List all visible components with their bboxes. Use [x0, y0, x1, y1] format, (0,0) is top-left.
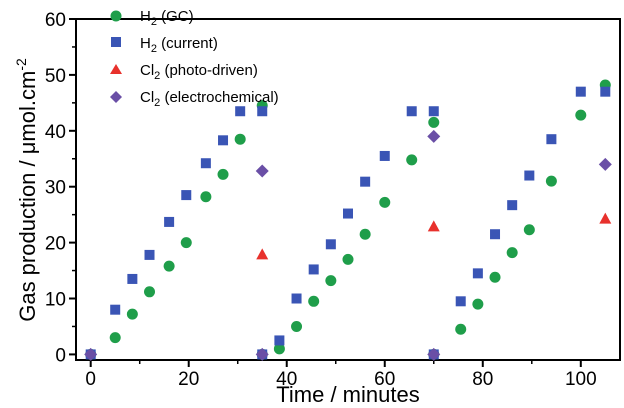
legend-label-h2-current: H2 (current)	[140, 35, 218, 55]
x-tick-label: 40	[276, 369, 297, 390]
data-point-triangle	[599, 212, 612, 224]
data-point-square	[218, 135, 229, 146]
data-point-circle	[200, 191, 212, 203]
legend-item-cl2-photo: Cl2 (photo-driven)	[110, 62, 258, 82]
legend-marker-circle	[110, 10, 122, 22]
data-point-square	[575, 86, 586, 97]
data-point-square	[507, 200, 518, 211]
legend-marker-diamond	[110, 91, 122, 103]
data-point-diamond	[84, 347, 98, 361]
legend-label-cl2-electro: Cl2 (electrochemical)	[140, 89, 279, 109]
data-point-square	[144, 249, 155, 260]
data-point-square	[379, 150, 390, 161]
data-point-circle	[163, 260, 175, 272]
x-tick-label: 60	[374, 369, 395, 390]
y-tick-label: 50	[45, 66, 66, 87]
data-point-diamond	[427, 129, 441, 143]
data-marks	[84, 79, 612, 361]
data-point-square	[490, 229, 501, 240]
legend: H2 (GC) H2 (current) Cl2 (photo-driven) …	[110, 8, 279, 109]
y-tick-label: 20	[45, 234, 66, 255]
y-tick-label: 30	[45, 178, 66, 199]
data-point-circle	[109, 332, 121, 344]
legend-label-cl2-photo: Cl2 (photo-driven)	[140, 62, 258, 82]
data-point-circle	[406, 154, 418, 166]
data-point-square	[406, 106, 417, 117]
y-tick-label: 10	[45, 290, 66, 311]
data-point-square	[110, 304, 121, 315]
legend-item-h2-current: H2 (current)	[111, 35, 218, 55]
data-point-triangle	[256, 248, 269, 260]
data-point-circle	[545, 175, 557, 187]
axis-ticks: 0 20 40 60 80 100 0 10 20 30 40 50 60	[45, 10, 597, 390]
plot-frame	[75, 18, 621, 361]
data-point-circle	[234, 133, 246, 145]
data-point-square	[235, 106, 246, 117]
y-tick-label: 60	[45, 10, 66, 31]
data-point-square	[455, 296, 466, 307]
legend-marker-triangle	[110, 64, 122, 74]
data-point-diamond	[255, 164, 269, 178]
legend-marker-square	[111, 37, 121, 47]
data-point-circle	[428, 116, 440, 128]
y-tick-label: 40	[45, 122, 66, 143]
data-point-square	[428, 106, 439, 117]
data-point-diamond	[255, 347, 269, 361]
data-point-square	[600, 86, 611, 97]
data-point-square	[524, 170, 535, 181]
data-point-circle	[308, 295, 320, 307]
data-point-square	[181, 190, 192, 201]
data-point-triangle	[427, 220, 440, 232]
data-point-circle	[325, 275, 337, 287]
x-tick-label: 80	[472, 369, 493, 390]
data-point-square	[360, 176, 371, 187]
data-point-circle	[472, 298, 484, 310]
data-point-circle	[379, 196, 391, 208]
data-point-square	[200, 158, 211, 169]
data-point-circle	[523, 224, 535, 236]
y-axis-title: Gas production / μmol.cm-2	[13, 58, 40, 322]
data-point-circle	[455, 323, 467, 335]
data-point-square	[472, 268, 483, 279]
data-point-diamond	[427, 347, 441, 361]
y-tick-label: 0	[55, 345, 66, 366]
x-tick-label: 100	[565, 369, 597, 390]
data-point-square	[546, 134, 557, 145]
data-point-square	[325, 239, 336, 250]
data-point-circle	[217, 168, 229, 180]
data-point-circle	[342, 253, 354, 265]
legend-label-h2-gc: H2 (GC)	[140, 8, 194, 28]
data-point-square	[343, 208, 353, 219]
y-axis-title-main: Gas production / μmol.cm	[15, 71, 40, 322]
x-tick-label: 20	[178, 369, 199, 390]
data-point-circle	[126, 308, 138, 320]
data-point-circle	[489, 271, 501, 283]
data-point-circle	[506, 247, 518, 259]
x-tick-label: 0	[85, 369, 96, 390]
data-point-circle	[359, 228, 371, 240]
data-point-square	[164, 216, 175, 227]
data-point-diamond	[598, 157, 612, 171]
data-point-circle	[144, 286, 156, 298]
data-point-square	[274, 335, 285, 346]
data-point-circle	[575, 109, 587, 121]
data-point-circle	[180, 237, 192, 249]
data-point-circle	[291, 320, 303, 332]
legend-item-cl2-electro: Cl2 (electrochemical)	[110, 89, 279, 109]
data-point-square	[291, 293, 302, 304]
data-point-circle	[273, 343, 285, 355]
data-point-square	[127, 273, 138, 284]
data-point-square	[308, 264, 319, 275]
x-axis-title: Time / minutes	[276, 382, 419, 407]
data-point-square	[257, 106, 268, 117]
y-axis-title-superscript: -2	[13, 58, 29, 71]
